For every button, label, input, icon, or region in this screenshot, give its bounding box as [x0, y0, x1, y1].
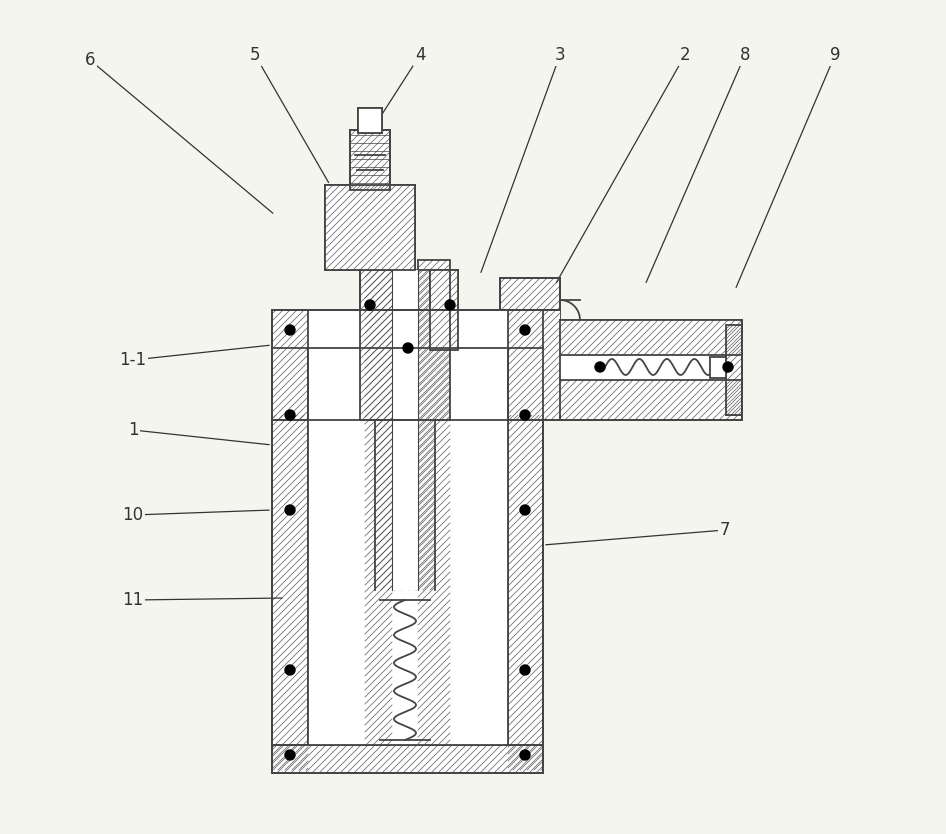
Bar [272, 310, 308, 420]
Text: 2: 2 [679, 46, 691, 64]
Bar [560, 355, 742, 380]
Circle shape [285, 410, 295, 420]
Bar [272, 310, 560, 415]
Bar [325, 240, 415, 270]
Text: 11: 11 [122, 591, 144, 609]
Circle shape [520, 750, 530, 760]
Circle shape [520, 665, 530, 675]
Bar [392, 270, 418, 590]
Bar [380, 185, 415, 270]
Circle shape [595, 362, 605, 372]
Bar [508, 320, 740, 415]
Bar [430, 270, 458, 350]
Bar [355, 200, 385, 270]
Circle shape [365, 300, 375, 310]
Circle shape [520, 325, 530, 335]
Bar [560, 380, 742, 420]
Circle shape [403, 343, 413, 353]
Bar [360, 270, 450, 420]
Circle shape [285, 665, 295, 675]
Bar [508, 310, 560, 420]
Bar [358, 108, 382, 133]
Bar [325, 185, 415, 270]
Text: 1: 1 [128, 421, 138, 439]
Text: 9: 9 [830, 46, 840, 64]
Bar [350, 130, 390, 190]
Bar [508, 310, 543, 770]
Circle shape [520, 505, 530, 515]
Bar [272, 745, 543, 773]
Bar [308, 310, 508, 420]
Bar [710, 357, 726, 378]
Bar [500, 278, 560, 310]
Bar [308, 348, 508, 745]
Text: 10: 10 [122, 506, 144, 524]
Bar [430, 270, 458, 350]
Bar [726, 325, 742, 415]
Text: 8: 8 [740, 46, 750, 64]
Circle shape [445, 300, 455, 310]
Bar [365, 260, 392, 745]
Circle shape [285, 505, 295, 515]
Bar [726, 325, 742, 415]
Circle shape [285, 325, 295, 335]
Circle shape [723, 362, 733, 372]
Text: 3: 3 [554, 46, 566, 64]
Bar [710, 357, 726, 378]
Bar [325, 185, 415, 215]
Bar [430, 270, 458, 350]
Bar [272, 310, 543, 348]
Bar [325, 185, 415, 270]
Bar [325, 185, 415, 270]
Text: 1-1: 1-1 [119, 351, 147, 369]
Circle shape [285, 750, 295, 760]
Bar [350, 130, 390, 190]
Bar [560, 320, 742, 355]
Bar [272, 310, 543, 773]
Bar [358, 108, 382, 133]
Text: 5: 5 [250, 46, 260, 64]
Circle shape [520, 410, 530, 420]
Bar [418, 260, 450, 745]
Bar [272, 310, 308, 770]
Bar [325, 185, 360, 270]
Bar [500, 278, 560, 310]
Bar [375, 420, 435, 590]
Text: 4: 4 [414, 46, 426, 64]
Text: 6: 6 [85, 51, 96, 69]
Text: 7: 7 [720, 521, 730, 539]
Bar [430, 270, 458, 350]
